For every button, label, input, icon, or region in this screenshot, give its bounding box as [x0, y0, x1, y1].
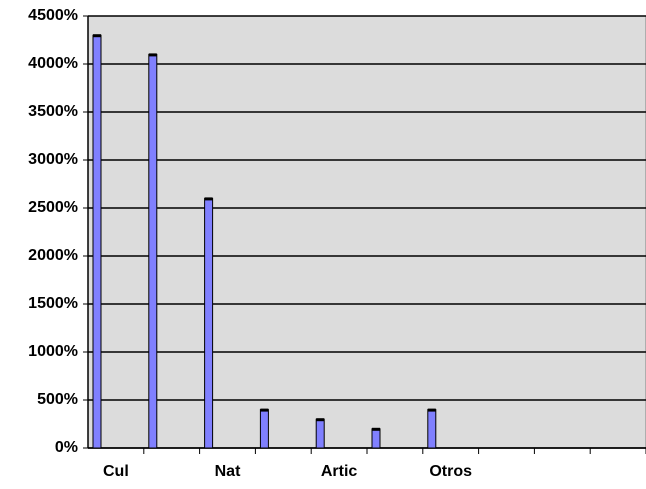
bar-top	[372, 427, 380, 431]
bar-top	[204, 197, 213, 201]
bar-top	[260, 408, 269, 412]
bar-top	[427, 408, 436, 412]
y-tick-label: 1000%	[28, 343, 78, 360]
y-tick-label: 3500%	[28, 103, 78, 120]
y-tick-label: 2500%	[28, 199, 78, 216]
plot-area	[87, 15, 646, 449]
x-tick-label: Otros	[429, 463, 472, 480]
y-tick-label: 0%	[55, 439, 78, 456]
bar-top	[93, 34, 101, 38]
bar-top	[148, 53, 157, 57]
bar	[427, 409, 437, 449]
bar	[371, 428, 381, 449]
bar	[259, 409, 269, 449]
y-tick-label: 2000%	[28, 247, 78, 264]
y-tick-label: 3000%	[28, 151, 78, 168]
bar	[315, 418, 325, 449]
y-tick-label: 500%	[37, 391, 78, 408]
y-tick-label: 4000%	[28, 55, 78, 72]
y-tick-label: 1500%	[28, 295, 78, 312]
x-tick-label: Nat	[215, 463, 241, 480]
x-tick-label: Cul	[103, 463, 129, 480]
x-tick-label: Artic	[321, 463, 358, 480]
bar-top	[316, 418, 325, 422]
bar	[92, 34, 102, 449]
y-tick-label: 4500%	[28, 7, 78, 24]
bar	[148, 53, 158, 449]
bar	[204, 197, 214, 449]
